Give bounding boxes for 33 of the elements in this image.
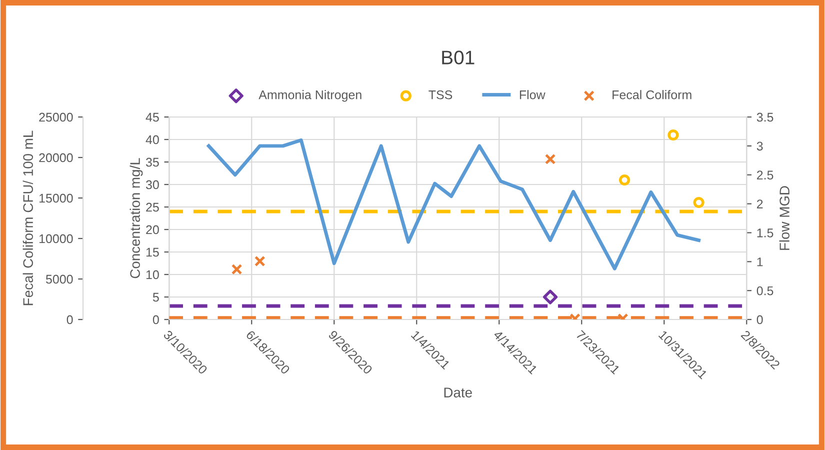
y3-tick-label: 5000 (46, 274, 73, 284)
y-tick-label: 35 (146, 158, 159, 167)
y2-tick-label: 1 (757, 258, 763, 266)
y2-tick-label: 0.5 (756, 286, 774, 296)
y2-tick-label: 1.5 (757, 228, 774, 238)
y-tick-label: 40 (146, 135, 159, 144)
y2-tick-label: 3.5 (756, 112, 774, 122)
y2-tick-label: 2.5 (756, 170, 774, 180)
y3-tick-label: 10000 (39, 234, 73, 244)
legend-label: TSS (428, 90, 452, 100)
y3-axis-title: Fecal Coliform CFU/ 100 mL (22, 130, 34, 306)
y2-tick-label: 2 (756, 200, 763, 208)
y-tick-label: 45 (146, 112, 159, 122)
y2-tick-label: 3 (756, 142, 763, 151)
y2-axis-title: Flow MGD (779, 186, 790, 250)
chart-title: B01 (442, 50, 474, 64)
y-tick-label: 0 (152, 315, 159, 324)
y3-tick-label: 25000 (39, 112, 73, 122)
legend-label: Fecal Coliform (612, 90, 692, 100)
y-tick-label: 15 (146, 248, 159, 257)
y3-tick-label: 15000 (39, 194, 73, 203)
x-axis-title: Date (444, 388, 472, 398)
y-tick-label: 20 (146, 225, 159, 234)
y-axis-title: Concentration mg/L (130, 158, 143, 278)
y2-tick-label: 0 (756, 315, 763, 324)
y-tick-label: 5 (152, 292, 159, 302)
y3-tick-label: 0 (66, 315, 73, 324)
y-tick-label: 10 (146, 270, 159, 280)
legend-label: Flow (520, 90, 546, 100)
legend-label: Ammonia Nitrogen (258, 90, 362, 102)
y-tick-label: 30 (146, 180, 159, 190)
y-tick-label: 25 (146, 202, 159, 212)
y3-tick-label: 20000 (39, 153, 73, 162)
